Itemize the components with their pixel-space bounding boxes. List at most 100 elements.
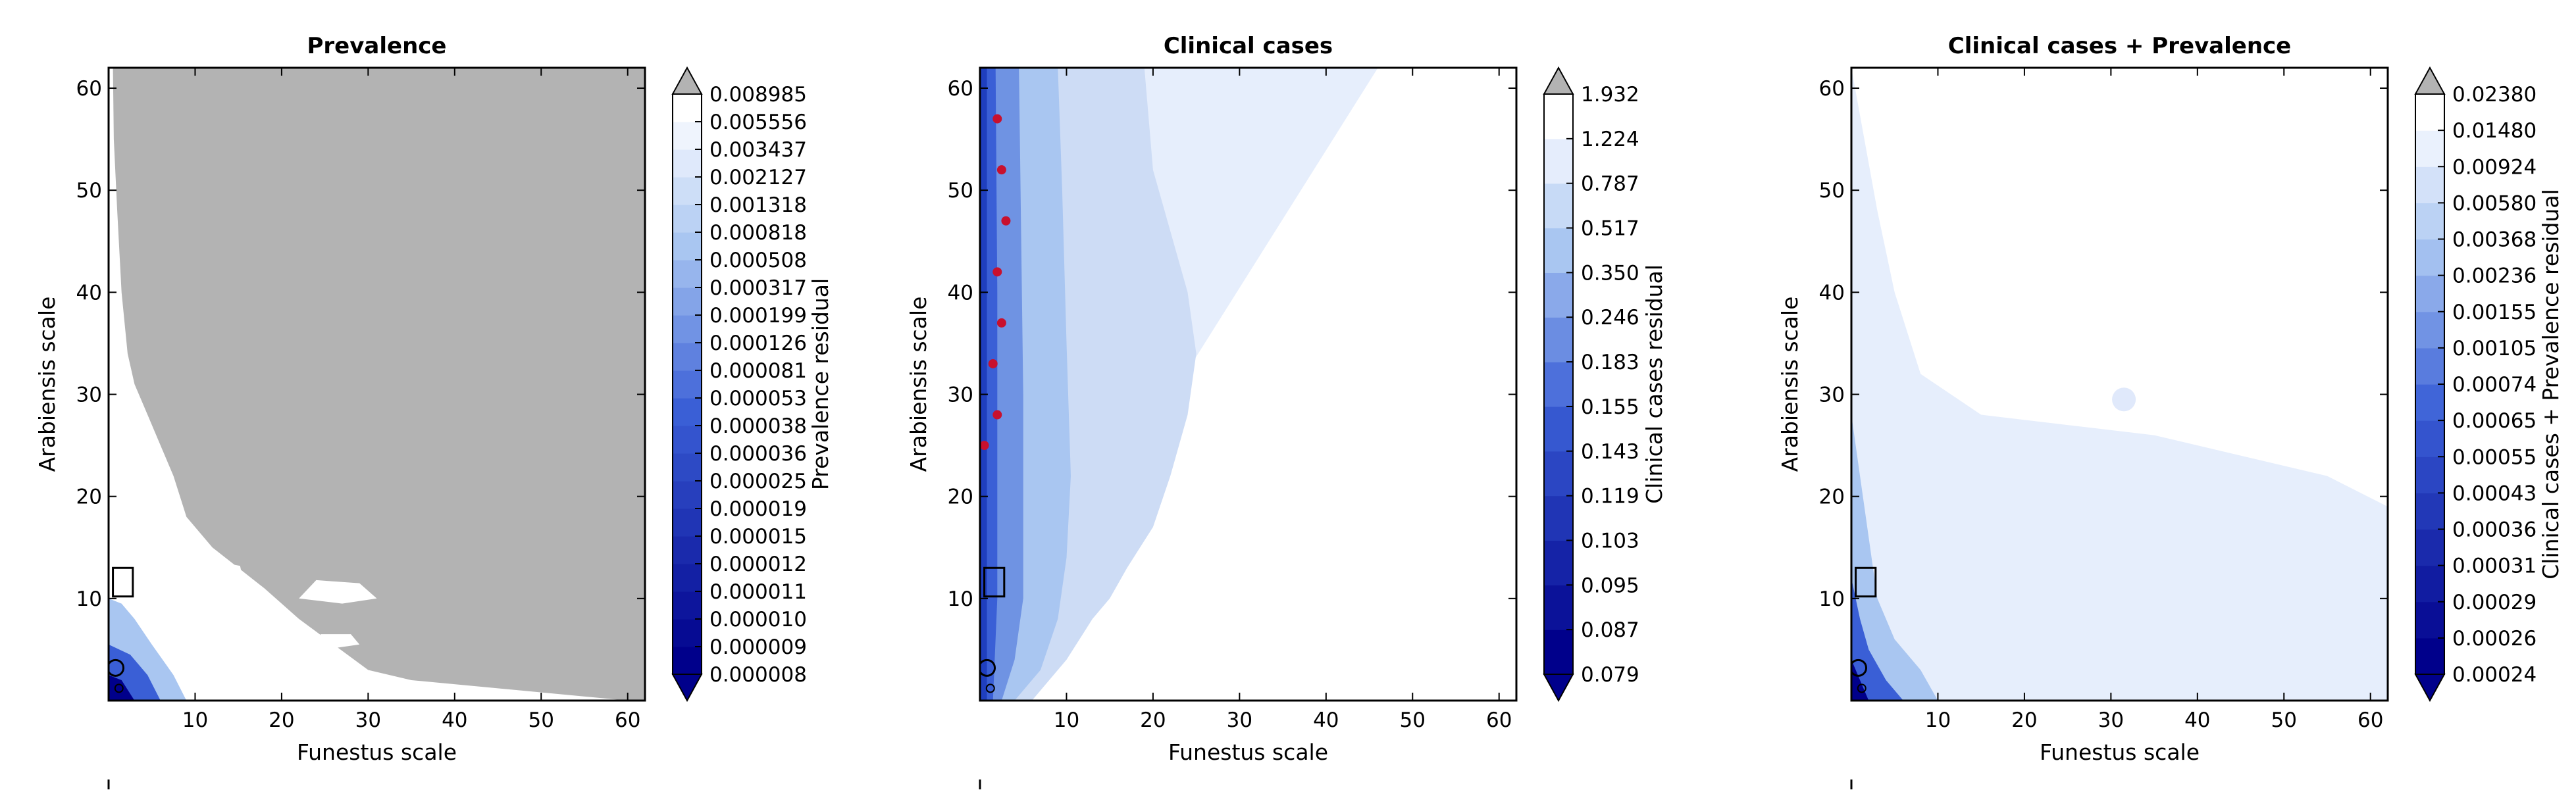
marker-red xyxy=(992,114,1002,124)
colorbar-tick-label: 0.000009 xyxy=(709,635,807,659)
colorbar-tick-label: 0.000015 xyxy=(709,525,807,549)
x-tick-label: 10 xyxy=(182,708,208,732)
plot-area xyxy=(1851,68,2388,701)
colorbar-segment xyxy=(2415,457,2444,493)
colorbar-tick-label: 0.00036 xyxy=(2452,518,2537,542)
colorbar-tick-label: 0.00368 xyxy=(2452,228,2537,252)
x-tick-label: 50 xyxy=(2271,708,2297,732)
colorbar-segment xyxy=(2415,637,2444,675)
colorbar-segment xyxy=(1544,630,1573,675)
colorbar-label: Prevalence residual xyxy=(808,278,833,490)
colorbar-over-arrow xyxy=(1543,66,1574,95)
colorbar-tick-label: 0.517 xyxy=(1581,217,1639,241)
colorbar-segment xyxy=(1544,362,1573,407)
colorbar-segment xyxy=(2415,275,2444,312)
colorbar-segment xyxy=(2415,239,2444,276)
y-tick-label: 20 xyxy=(948,485,973,509)
colorbar-tick-label: 0.103 xyxy=(1581,529,1639,553)
colorbar-tick-label: 0.003437 xyxy=(709,138,807,162)
contour-island xyxy=(2112,387,2136,412)
marker-red xyxy=(988,359,998,368)
marker-circle xyxy=(1857,683,1867,693)
colorbar-segment xyxy=(673,315,702,343)
contour-island xyxy=(230,564,243,578)
colorbar-segment xyxy=(2415,311,2444,349)
y-axis-label: Arabiensis scale xyxy=(34,297,60,472)
colorbar-segment xyxy=(673,426,702,454)
colorbar-tick-label: 0.000818 xyxy=(709,221,807,245)
colorbar-tick-label: 0.000126 xyxy=(709,332,807,355)
y-tick-label: 10 xyxy=(1819,587,1845,611)
colorbar-segment xyxy=(1544,585,1573,630)
colorbar-segment xyxy=(2415,130,2444,167)
x-tick-label: 60 xyxy=(615,708,640,732)
colorbar-tick-label: 0.183 xyxy=(1581,351,1639,374)
y-axis-label: Arabiensis scale xyxy=(906,297,931,472)
x-tick-label: 20 xyxy=(2011,708,2037,732)
colorbar-tick-label: 0.00580 xyxy=(2452,191,2537,215)
y-tick-label: 60 xyxy=(76,77,102,101)
colorbar-label: Clinical cases + Prevalence residual xyxy=(2538,189,2563,579)
colorbar-frame xyxy=(1543,93,1574,675)
y-tick-label: 30 xyxy=(1819,384,1845,407)
y-tick-label: 30 xyxy=(76,384,102,407)
plot-area xyxy=(980,68,1516,701)
colorbar-segment xyxy=(2415,420,2444,457)
colorbar-over-arrow xyxy=(2414,66,2446,95)
colorbar-over-arrow xyxy=(671,66,703,95)
colorbar-segment xyxy=(2415,565,2444,603)
contour-over-region xyxy=(113,68,645,701)
x-tick-label: 40 xyxy=(2184,708,2210,732)
marker-red xyxy=(996,318,1006,328)
colorbar-tick-label: 0.00043 xyxy=(2452,482,2537,505)
colorbar-segment xyxy=(2415,529,2444,566)
colorbar-tick-label: 0.01480 xyxy=(2452,119,2537,143)
panel-1: 10 20 30 40 50 60 10 20 30 40 50 60 Prevalence Funest… xyxy=(34,33,833,789)
colorbar-tick-label: 0.000012 xyxy=(709,553,807,576)
y-tick-label: 30 xyxy=(948,384,973,407)
panel-2: 10 20 30 40 50 60 10 20 30 40 50 60 Clinical cases Fu… xyxy=(906,33,1667,789)
colorbar-tick-label: 0.000008 xyxy=(709,663,807,687)
marker-red xyxy=(996,165,1006,175)
colorbar-segment xyxy=(673,260,702,288)
colorbar-segment xyxy=(1544,406,1573,452)
y-axis-label: Arabiensis scale xyxy=(1777,297,1803,472)
colorbar-tick-label: 0.02380 xyxy=(2452,83,2537,107)
colorbar-tick-label: 0.00065 xyxy=(2452,409,2537,433)
colorbar-under-arrow xyxy=(1543,674,1574,703)
colorbar-tick-label: 0.787 xyxy=(1581,172,1639,196)
colorbar: 0.079 0.087 0.095 0.103 0.119 0.143 0.155 0.183… xyxy=(1543,66,1667,703)
contour-level xyxy=(980,68,987,701)
colorbar-under-arrow xyxy=(2414,674,2446,703)
colorbar-tick-label: 0.000081 xyxy=(709,359,807,383)
colorbar-tick-label: 0.000508 xyxy=(709,249,807,272)
axes-frame xyxy=(1850,66,2389,702)
colorbar-tick-label: 0.00029 xyxy=(2452,591,2537,614)
colorbar-segment xyxy=(673,149,702,178)
colorbar: 0.00024 0.00026 0.00029 0.00031 0.00036 0.000… xyxy=(2414,66,2563,703)
colorbar-tick-label: 0.246 xyxy=(1581,306,1639,330)
colorbar-segment xyxy=(2415,94,2444,131)
x-tick-label: 20 xyxy=(1140,708,1166,732)
axes-frame xyxy=(979,66,1518,702)
colorbar-tick-label: 0.00026 xyxy=(2452,627,2537,651)
colorbar-segment xyxy=(2415,601,2444,639)
x-tick-label: 30 xyxy=(2098,708,2124,732)
x-tick-label: 10 xyxy=(1925,708,1951,732)
colorbar-segment xyxy=(673,508,702,537)
x-tick-label: 20 xyxy=(269,708,294,732)
marker-circle xyxy=(980,658,996,677)
colorbar-segment xyxy=(2415,347,2444,385)
panel-3: 10 20 30 40 50 60 10 20 30 40 50 60 Clinical cases +… xyxy=(1777,33,2563,789)
colorbar-segment xyxy=(1544,138,1573,184)
colorbar-segment xyxy=(2415,203,2444,240)
marker-circle xyxy=(114,683,124,693)
x-tick-label: 60 xyxy=(2357,708,2383,732)
colorbar-tick-label: 0.00924 xyxy=(2452,155,2537,179)
colorbar-tick-label: 0.000019 xyxy=(709,497,807,521)
colorbar-tick-label: 0.000038 xyxy=(709,414,807,438)
x-tick-label: 10 xyxy=(1054,708,1079,732)
colorbar-tick-label: 0.00055 xyxy=(2452,445,2537,469)
colorbar-tick-label: 0.155 xyxy=(1581,395,1639,419)
